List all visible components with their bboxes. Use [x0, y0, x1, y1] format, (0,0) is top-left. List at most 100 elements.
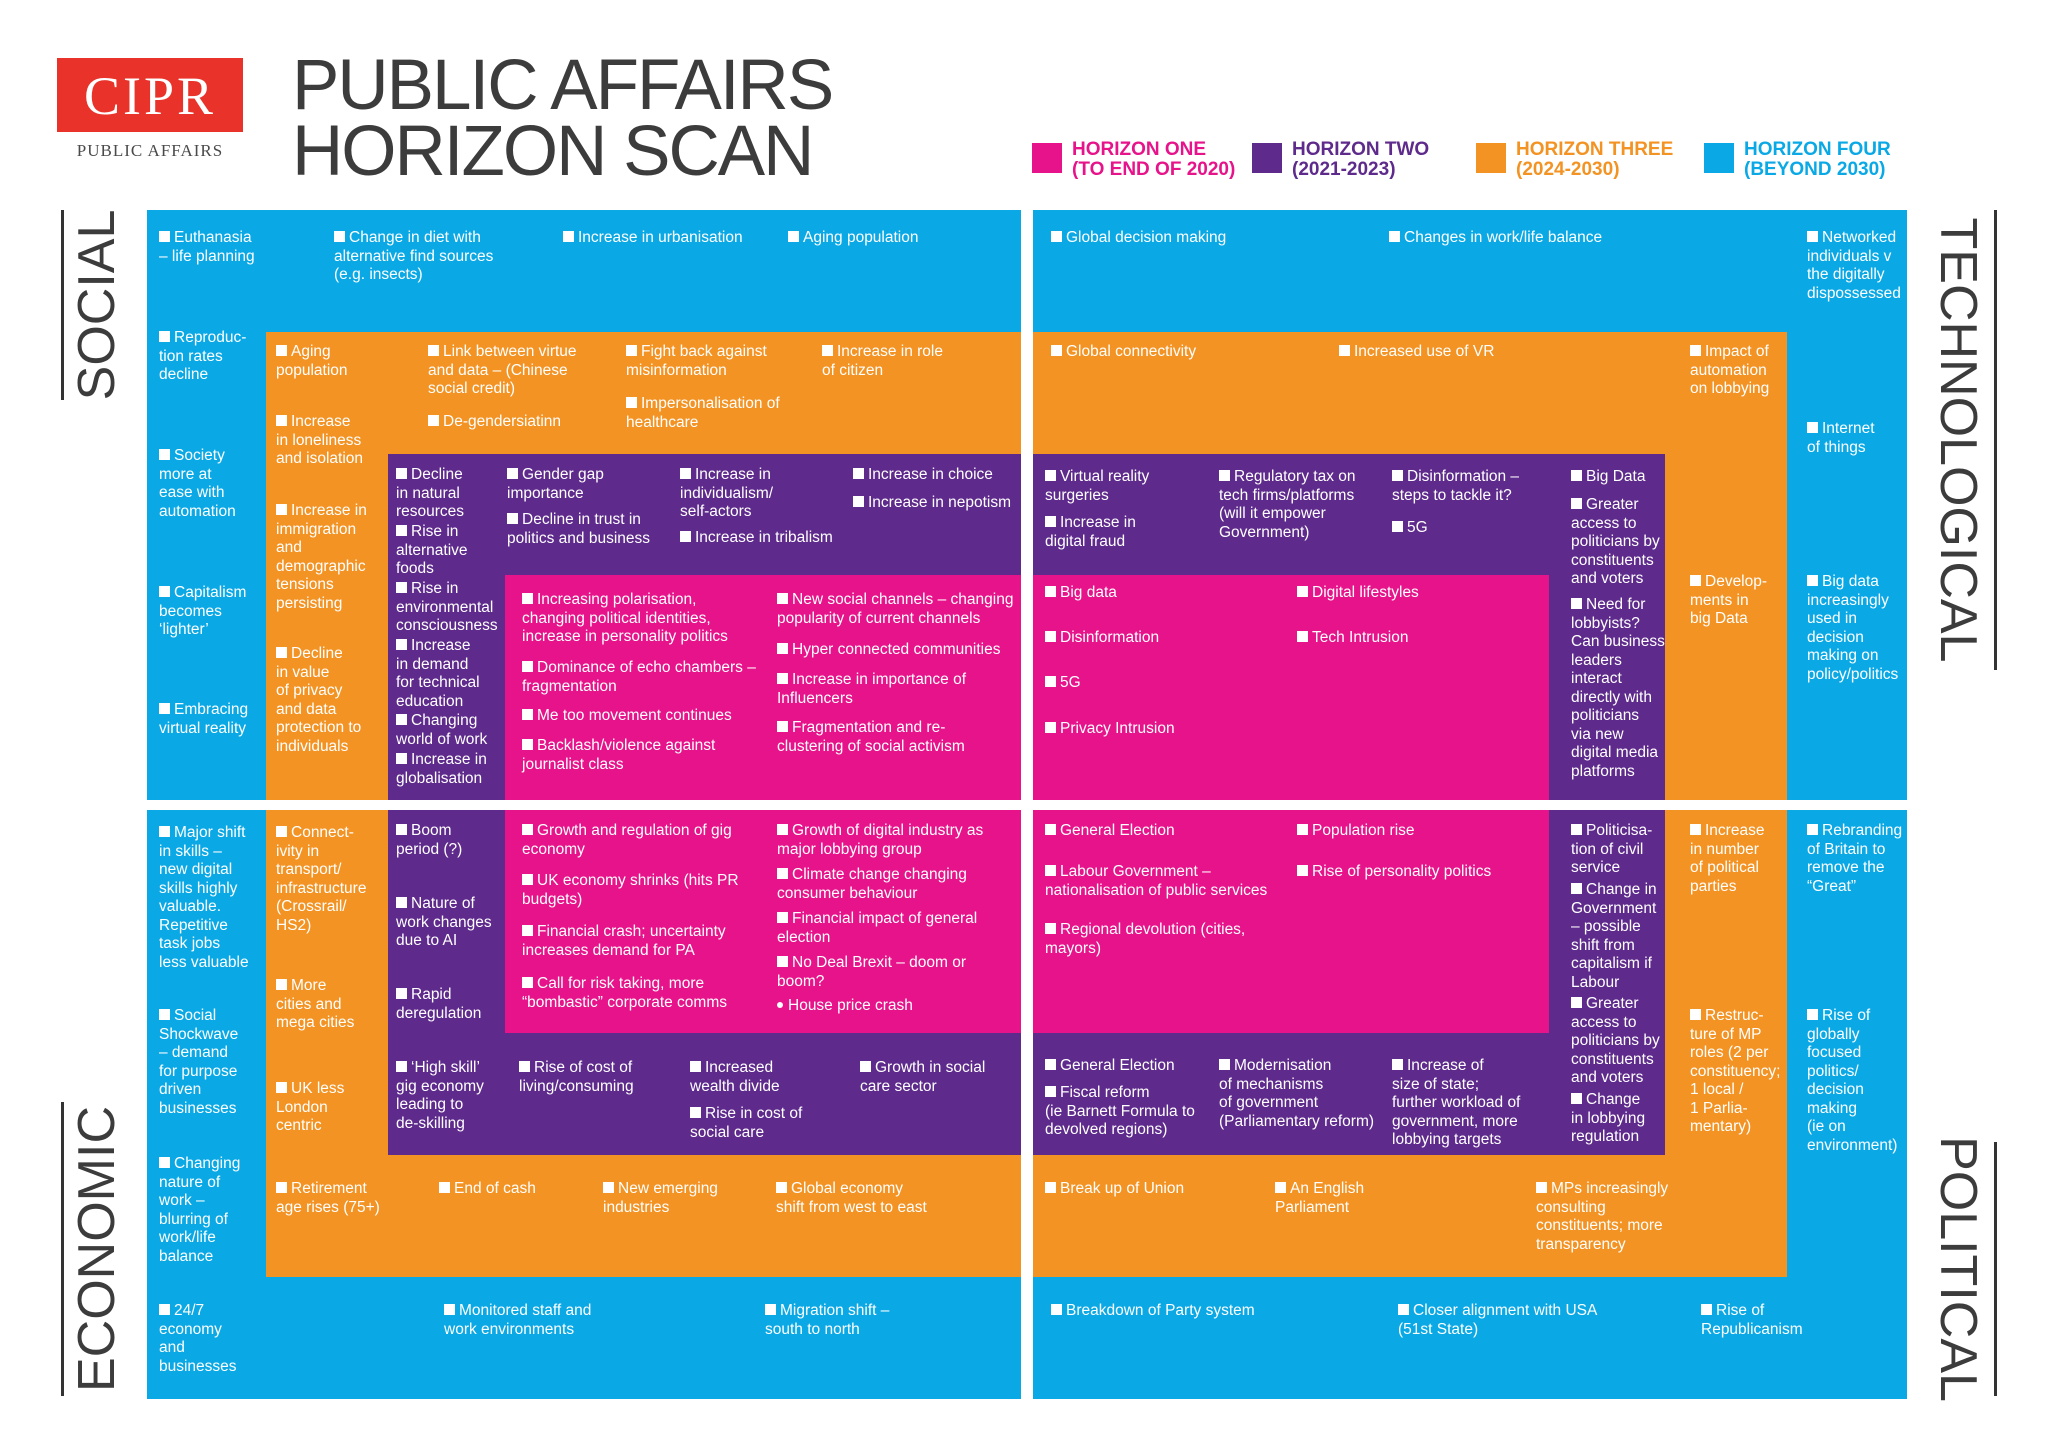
list-item: Develop- ments in big Data [1690, 573, 1768, 627]
list-item: Impact of automation on lobbying [1690, 343, 1770, 397]
label-political: POLITICAL [1929, 1136, 1987, 1402]
list-item: Networked individuals v the digitally di… [1807, 229, 1901, 302]
list-item: Increase in individualism/ self-actors [680, 466, 774, 520]
list-item: Hyper connected communities [777, 641, 1001, 660]
title-line-2: HORIZON SCAN [292, 112, 814, 191]
list-item: Euthanasia – life planning [159, 229, 255, 265]
list-item: Closer alignment with USA (51st State) [1398, 1302, 1598, 1338]
list-item: Rise of Republicanism [1701, 1302, 1803, 1338]
cipr-logo: CIPR [57, 58, 243, 132]
list-item: Decline in natural resources [396, 466, 465, 520]
list-item: Growth and regulation of gig economy [522, 822, 732, 858]
list-item: Changing world of work [396, 712, 488, 748]
list-item: New emerging industries [603, 1180, 718, 1216]
list-item: Decline in trust in politics and busines… [507, 511, 651, 547]
list-item: Change in Government – possible shift fr… [1571, 881, 1657, 991]
legend-swatch-horizon-four [1704, 143, 1734, 173]
list-item: Global economy shift from west to east [776, 1180, 927, 1216]
list-item: Fight back against misinformation [626, 343, 767, 379]
list-item: Regional devolution (cities, mayors) [1045, 921, 1246, 957]
list-item: Internet of things [1807, 420, 1875, 456]
list-item: Fragmentation and re- clustering of soci… [777, 719, 965, 755]
logo-subtitle: PUBLIC AFFAIRS [76, 141, 224, 160]
political-rule [1994, 1142, 1997, 1396]
list-item: Changes in work/life balance [1389, 229, 1602, 248]
title-line-1: PUBLIC AFFAIRS [292, 46, 834, 125]
list-item: Rise of cost of living/consuming [519, 1059, 634, 1095]
list-item: Fiscal reform (ie Barnett Formula to dev… [1045, 1084, 1195, 1138]
list-item: House price crash [777, 997, 913, 1016]
list-item: Big Data [1571, 468, 1645, 487]
list-item: 5G [1392, 519, 1428, 538]
list-item: Increase in number of political parties [1690, 822, 1765, 895]
list-item: Increasing polarisation, changing politi… [522, 591, 728, 645]
list-item: Increase in demand for technical educati… [396, 637, 480, 710]
list-item: Big data increasingly used in decision m… [1807, 573, 1899, 683]
list-item: Modernisation of mechanisms of governmen… [1219, 1057, 1375, 1130]
list-item: MPs increasingly consulting constituents… [1536, 1180, 1669, 1253]
list-item: Rise in cost of social care [690, 1105, 803, 1141]
list-item: Increase in urbanisation [563, 229, 743, 248]
list-item: Increased wealth divide [690, 1059, 780, 1095]
list-item: Virtual reality surgeries [1045, 468, 1150, 504]
list-item: End of cash [439, 1180, 536, 1199]
list-item: Decline in value of privacy and data pro… [276, 645, 362, 755]
list-item: Increase in globalisation [396, 751, 487, 787]
list-item: Greater access to politicians by constit… [1571, 995, 1660, 1086]
list-item: Change in diet with alternative find sou… [334, 229, 494, 283]
list-item: Nature of work changes due to AI [396, 895, 492, 949]
list-item: Increase in role of citizen [822, 343, 943, 379]
list-item: General Election [1045, 1057, 1175, 1076]
list-item: Monitored staff and work environments [444, 1302, 592, 1338]
economic-rule [61, 1102, 64, 1396]
list-item: UK economy shrinks (hits PR budgets) [522, 872, 739, 908]
list-item: Big data [1045, 584, 1117, 603]
list-item: ‘High skill’ gig economy leading to de-s… [396, 1059, 484, 1132]
list-item: General Election [1045, 822, 1175, 841]
legend-swatch-horizon-one [1032, 143, 1062, 173]
list-item: Financial crash; uncertainty increases d… [522, 923, 726, 959]
list-item: Impersonalisation of healthcare [626, 395, 780, 431]
list-item: Link between virtue and data – (Chinese … [428, 343, 577, 397]
list-item: Increase in loneliness and isolation [276, 413, 364, 467]
list-item: Disinformation – steps to tackle it? [1392, 468, 1519, 504]
label-social: SOCIAL [68, 209, 126, 401]
list-item: Migration shift – south to north [765, 1302, 890, 1338]
list-item: Aging population [788, 229, 919, 248]
list-item: Disinformation [1045, 629, 1159, 648]
list-item: Rise of personality politics [1297, 863, 1491, 882]
list-item: Call for risk taking, more “bombastic” c… [522, 975, 728, 1011]
list-item: Rebranding of Britain to remove the “Gre… [1807, 822, 1903, 895]
list-item: Change in lobbying regulation [1571, 1091, 1646, 1145]
technological-horizon-one [1033, 575, 1549, 800]
list-item: Regulatory tax on tech firms/platforms (… [1219, 468, 1356, 541]
list-item: Digital lifestyles [1297, 584, 1419, 603]
label-technological: TECHNOLOGICAL [1929, 217, 1987, 663]
list-item: Break up of Union [1045, 1180, 1184, 1199]
social-rule [61, 210, 64, 400]
list-item: Retirement age rises (75+) [276, 1180, 380, 1216]
list-item: Increase in importance of Influencers [777, 671, 967, 707]
list-item: Increase in tribalism [680, 529, 833, 548]
list-item: Major shift in skills – new digital skil… [159, 824, 249, 971]
list-item: Rise in alternative foods [396, 523, 468, 577]
list-item: Connect- ivity in transport/ infrastruct… [276, 824, 367, 934]
list-item: Climate change changing consumer behavio… [777, 866, 967, 902]
list-item: Restruc- ture of MP roles (2 per constit… [1690, 1007, 1781, 1135]
list-item: De-gendersiatinn [428, 413, 561, 432]
list-item: Increase in choice [853, 466, 993, 485]
list-item: Backlash/violence against journalist cla… [522, 737, 716, 773]
list-item: Dominance of echo chambers – fragmentati… [522, 659, 756, 695]
list-item: Increase in nepotism [853, 494, 1011, 513]
list-item: Need for lobbyists? Can business leaders… [1571, 596, 1665, 780]
list-item: Boom period (?) [396, 822, 463, 858]
list-item: Capitalism becomes ‘lighter’ [159, 584, 247, 638]
legend-swatch-horizon-two [1252, 143, 1282, 173]
list-item: Labour Government – nationalisation of p… [1045, 863, 1268, 899]
list-item: Tech Intrusion [1297, 629, 1409, 648]
list-item: Society more at ease with automation [159, 447, 236, 520]
list-item: UK less London centric [276, 1080, 345, 1134]
list-item: Reproduc- tion rates decline [159, 329, 247, 383]
legend-horizon-two: HORIZON TWO (2021-2023) [1292, 139, 1430, 180]
list-item: Increase in digital fraud [1045, 514, 1136, 550]
